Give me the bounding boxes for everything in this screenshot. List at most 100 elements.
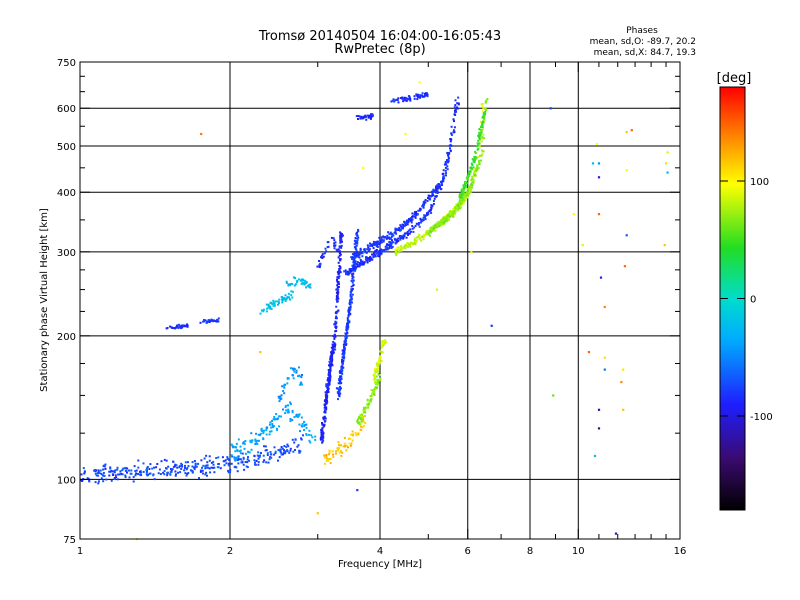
echo-point <box>210 461 213 464</box>
echo-point <box>329 358 332 360</box>
echo-point <box>338 389 341 392</box>
echo-point <box>267 306 270 309</box>
echo-point <box>454 109 456 112</box>
echo-point <box>175 326 178 329</box>
echo-point <box>351 253 354 256</box>
echo-point <box>372 247 375 250</box>
echo-point <box>401 235 404 238</box>
echo-point <box>446 216 449 219</box>
echo-point <box>158 468 161 471</box>
echo-point <box>454 206 457 208</box>
echo-point <box>374 254 376 257</box>
echo-point <box>285 446 288 449</box>
echo-point <box>335 321 338 324</box>
echo-point <box>346 328 349 331</box>
echo-point <box>480 137 483 140</box>
echo-point <box>264 449 267 452</box>
echo-point <box>236 450 239 453</box>
echo-point <box>414 214 417 217</box>
echo-point <box>349 312 352 315</box>
echo-point <box>213 466 216 469</box>
echo-point <box>459 194 462 196</box>
echo-point <box>207 319 210 322</box>
echo-point <box>466 177 469 180</box>
echo-point <box>319 437 322 440</box>
echo-point <box>368 114 371 117</box>
echo-point <box>465 194 468 197</box>
echo-point <box>328 376 331 379</box>
echo-point <box>322 432 324 435</box>
echo-point <box>286 450 289 453</box>
echo-point <box>552 394 555 397</box>
echo-point <box>427 197 430 199</box>
colorbar-tick-label: 100 <box>750 177 769 188</box>
echo-point <box>340 244 343 247</box>
echo-point <box>400 225 403 228</box>
echo-point <box>137 466 140 469</box>
echo-point <box>339 382 342 385</box>
echo-point <box>336 310 339 313</box>
echo-point <box>373 255 376 258</box>
echo-point <box>374 243 377 246</box>
echo-point <box>323 454 326 457</box>
echo-point <box>412 242 415 245</box>
echo-point <box>387 243 390 246</box>
echo-point <box>239 445 242 448</box>
echo-point <box>369 398 372 401</box>
echo-point <box>316 512 319 515</box>
echo-point <box>298 366 300 369</box>
echo-point <box>259 351 262 354</box>
echo-point <box>370 113 372 116</box>
echo-point <box>332 455 335 458</box>
echo-point <box>366 399 369 402</box>
echo-point <box>96 472 99 475</box>
echo-point <box>486 98 489 101</box>
echo-point <box>328 451 331 454</box>
echo-point <box>283 451 285 454</box>
echo-point <box>427 213 430 216</box>
echo-point <box>288 451 291 454</box>
echo-point <box>287 445 290 448</box>
echo-point <box>395 247 398 250</box>
echo-point <box>427 233 430 236</box>
echo-point <box>268 430 271 433</box>
echo-point <box>155 466 158 469</box>
echo-point <box>208 467 211 470</box>
echo-point <box>333 323 336 326</box>
echo-point <box>277 303 279 306</box>
echo-point <box>357 228 360 231</box>
echo-point <box>333 337 336 340</box>
echo-point <box>284 404 287 407</box>
echo-point <box>269 451 272 453</box>
echo-point <box>285 281 288 284</box>
echo-point <box>321 427 324 430</box>
echo-point <box>358 256 361 259</box>
echo-point <box>625 234 628 237</box>
echo-point <box>278 298 281 301</box>
echo-point <box>442 175 445 178</box>
echo-point <box>481 128 484 131</box>
echo-point <box>341 372 344 375</box>
echo-point <box>391 245 394 248</box>
echo-point <box>359 423 362 426</box>
echo-point <box>406 232 409 235</box>
echo-point <box>438 186 441 188</box>
echo-point <box>405 97 408 100</box>
echo-point <box>271 420 273 422</box>
echo-point <box>417 236 419 239</box>
echo-point <box>80 473 83 476</box>
echo-point <box>333 244 336 247</box>
echo-point <box>191 471 194 474</box>
echo-point <box>124 469 127 472</box>
echo-point <box>294 438 297 441</box>
echo-point <box>470 250 473 253</box>
echo-point <box>340 454 343 457</box>
echo-point <box>425 94 428 96</box>
echo-point <box>336 276 339 279</box>
echo-point <box>343 270 346 273</box>
echo-point <box>283 297 286 299</box>
echo-point <box>326 241 329 244</box>
echo-point <box>351 293 354 296</box>
echo-point <box>400 245 403 248</box>
